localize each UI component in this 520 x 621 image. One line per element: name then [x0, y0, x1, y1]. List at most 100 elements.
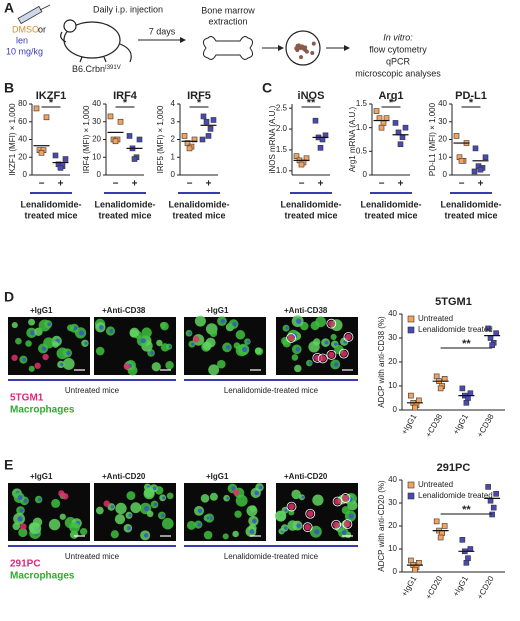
- data-point: [408, 392, 414, 399]
- chart-title: 5TGM1: [435, 296, 472, 308]
- data-point: [117, 118, 124, 125]
- y-tick-label: 20: [388, 357, 397, 366]
- macrophage: [232, 530, 239, 538]
- macrophage: [25, 340, 32, 347]
- group-label: Lenalidomide-: [168, 199, 229, 209]
- macrophage: [202, 341, 212, 351]
- dish-cell: [295, 48, 300, 53]
- data-point: [437, 385, 444, 392]
- nucleus: [188, 331, 192, 335]
- nucleus: [308, 361, 312, 365]
- nucleus: [161, 513, 165, 518]
- condition-label: +Anti-CD20: [102, 472, 146, 481]
- y-tick-label: 2: [171, 135, 176, 144]
- x-tick-label: +IgG1: [400, 574, 419, 598]
- y-tick-label: 30: [388, 498, 397, 507]
- group-label: Lenalidomide-treated mice: [224, 386, 319, 395]
- data-point: [453, 133, 460, 139]
- y-axis-label: IRF5 (MFI) × 1,000: [156, 105, 165, 173]
- legend-label: Untreated: [418, 314, 453, 323]
- chart-title: Arg1: [378, 90, 403, 102]
- y-tick-label: 40: [438, 99, 447, 108]
- nucleus: [324, 340, 329, 345]
- condition-label: +IgG1: [206, 306, 229, 315]
- data-point: [489, 342, 495, 349]
- data-point: [186, 145, 193, 152]
- data-point: [477, 166, 484, 173]
- y-tick-label: 0: [393, 405, 398, 414]
- macrophage: [79, 527, 88, 536]
- chart-title: IKZF1: [36, 90, 67, 102]
- data-point: [203, 118, 210, 125]
- nucleus: [153, 486, 157, 491]
- y-tick-label: 30: [438, 117, 447, 126]
- nucleus: [226, 496, 230, 500]
- y-tick-label: 30: [388, 333, 397, 342]
- nucleus: [153, 502, 158, 507]
- macrophage: [275, 510, 287, 522]
- macrophage: [43, 337, 55, 349]
- assay-label: flow cytometry: [369, 44, 427, 54]
- dish-cell: [303, 45, 308, 50]
- macrophage: [28, 318, 36, 326]
- macrophage: [282, 339, 291, 348]
- data-point: [181, 133, 188, 139]
- nucleus: [341, 530, 347, 535]
- nucleus: [143, 533, 149, 538]
- panel-letter: E: [4, 457, 13, 473]
- x-tick-label: +CD20: [475, 574, 496, 601]
- x-tick-label: −: [113, 179, 119, 190]
- y-axis-label: IKZF1 (MFI) × 1,000: [8, 103, 17, 176]
- nucleus: [60, 362, 64, 367]
- y-tick-label: 20: [388, 521, 397, 530]
- macrophage: [67, 324, 74, 332]
- chart-title: IRF5: [187, 90, 211, 102]
- y-tick-label: 2.0: [276, 124, 288, 133]
- y-tick-label: 40: [388, 309, 397, 318]
- dish-cell: [295, 43, 300, 48]
- tumor-cell: [342, 494, 349, 502]
- data-point: [487, 335, 494, 341]
- x-tick-label: +: [132, 179, 138, 190]
- macrophage: [126, 491, 136, 501]
- macrophage: [194, 315, 206, 327]
- group-label: treated mice: [98, 210, 151, 220]
- tumor-cell: [304, 523, 311, 531]
- tumor-cell: [340, 350, 348, 357]
- panel-letter: A: [4, 0, 14, 16]
- y-tick-label: 0: [171, 170, 176, 179]
- tumor-cell: [232, 489, 240, 496]
- legend-swatch: [407, 481, 415, 489]
- macrophage: [69, 522, 80, 533]
- nucleus: [197, 508, 203, 514]
- chart-title: PD-L1: [455, 90, 487, 102]
- data-point: [399, 134, 406, 140]
- macrophage: [291, 489, 301, 500]
- macrophage: [28, 522, 40, 533]
- data-point: [373, 108, 380, 114]
- y-tick-label: 20: [18, 152, 27, 161]
- tumor-cell: [11, 354, 18, 361]
- macrophage: [313, 338, 321, 346]
- group-label: Lenalidomide-: [94, 199, 155, 209]
- group-label: treated mice: [284, 210, 337, 220]
- nucleus: [348, 513, 354, 519]
- macrophage: [18, 527, 28, 538]
- nucleus: [191, 342, 195, 346]
- data-point: [416, 397, 422, 404]
- nucleus: [295, 347, 300, 352]
- phagocytic-ring: [340, 493, 351, 503]
- data-point: [463, 399, 470, 406]
- y-axis-label: Arg1 mRNA (A.U.): [348, 106, 357, 172]
- group-label: treated mice: [444, 210, 497, 220]
- macrophage: [200, 494, 210, 503]
- macrophage: [48, 518, 61, 531]
- macrophage: [62, 358, 75, 370]
- assay-label: qPCR: [386, 56, 411, 66]
- nucleus: [150, 351, 154, 355]
- culture-dish: [285, 30, 321, 66]
- phagocytic-ring: [286, 501, 297, 512]
- data-point: [52, 152, 59, 159]
- y-axis-label: PD-L1 (MFI) × 1,000: [428, 102, 437, 176]
- x-tick-label: −: [459, 179, 465, 190]
